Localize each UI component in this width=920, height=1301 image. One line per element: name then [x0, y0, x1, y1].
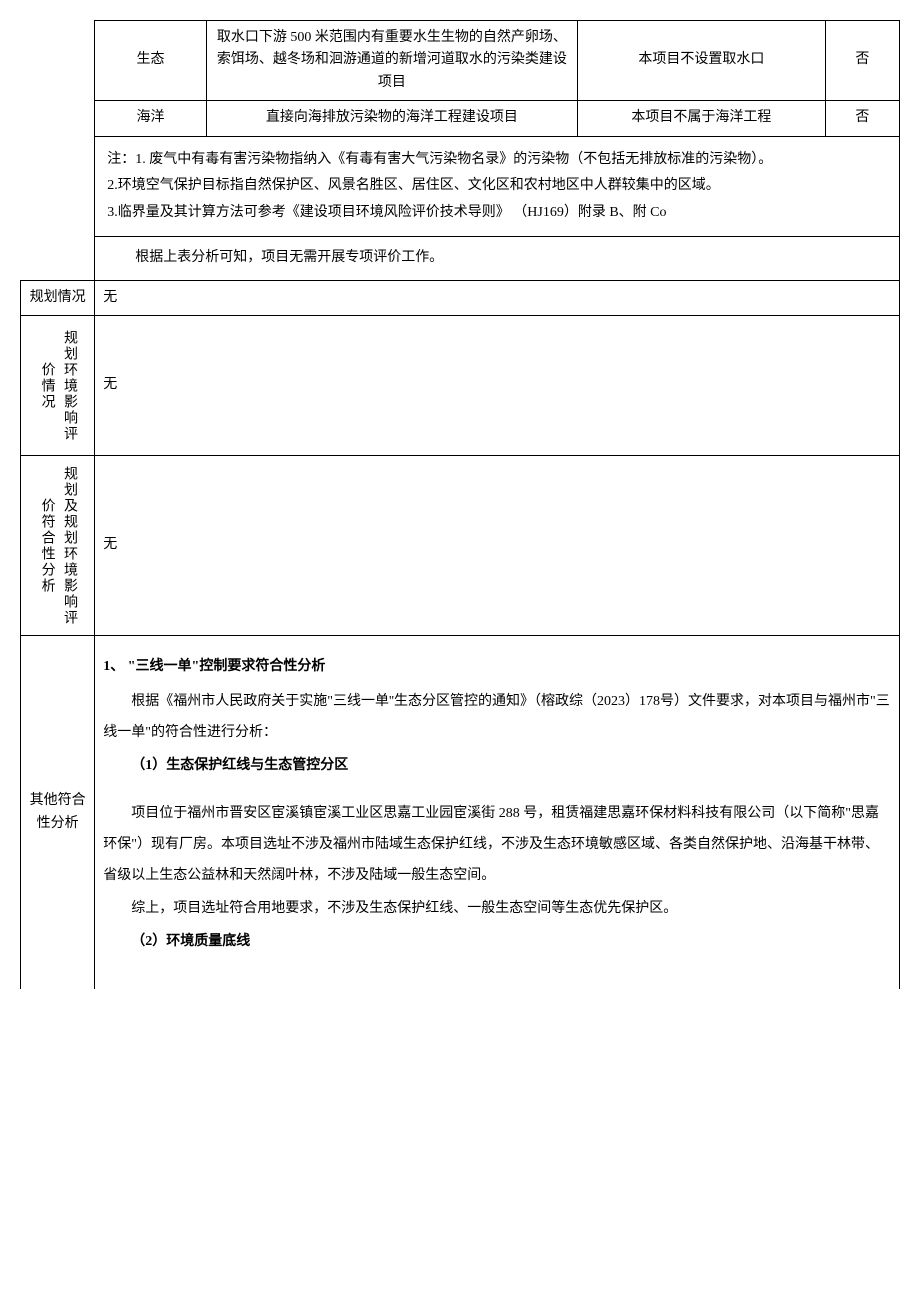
blank-cell	[21, 101, 95, 136]
cell-category: 海洋	[95, 101, 206, 136]
sub-heading: （2）环境质量底线	[103, 927, 891, 958]
other-label: 其他符合性分析	[21, 636, 95, 990]
compliance-label: 规划及规划环境影响评价符合性分析	[21, 456, 95, 636]
cell-category: 生态	[95, 21, 206, 101]
cell-condition: 取水口下游 500 米范围内有重要水生生物的自然产卵场、索饵场、越冬场和洄游通道…	[206, 21, 577, 101]
planning-row: 规划情况 无	[21, 280, 900, 315]
document-table: 生态 取水口下游 500 米范围内有重要水生生物的自然产卵场、索饵场、越冬场和洄…	[20, 20, 900, 989]
paragraph: 项目位于福州市晋安区宦溪镇宦溪工业区思嘉工业园宦溪街 288 号，租赁福建思嘉环…	[103, 799, 891, 891]
blank-cell	[21, 237, 95, 280]
notes-row: 注：1. 废气中有毒有害污染物指纳入《有毒有害大气污染物名录》的污染物（不包括无…	[21, 136, 900, 237]
paragraph: 综上，项目选址符合用地要求，不涉及生态保护红线、一般生态空间等生态优先保护区。	[103, 894, 891, 925]
blank-cell	[21, 21, 95, 101]
paragraph: 根据《福州市人民政府关于实施"三线一单''生态分区管控的通知》（榕政综（2023…	[103, 687, 891, 749]
note-line: 2.环境空气保护目标指自然保护区、风景名胜区、居住区、文化区和农村地区中人群较集…	[107, 173, 887, 200]
table-row: 海洋 直接向海排放污染物的海洋工程建设项目 本项目不属于海洋工程 否	[21, 101, 900, 136]
cell-status: 本项目不属于海洋工程	[578, 101, 826, 136]
section-heading: 1、 "三线一单"控制要求符合性分析	[103, 652, 891, 683]
eia-value: 无	[95, 316, 900, 456]
conclusion-row: 根据上表分析可知，项目无需开展专项评价工作。	[21, 237, 900, 280]
cell-result: 否	[825, 21, 899, 101]
note-line: 注：1. 废气中有毒有害污染物指纳入《有毒有害大气污染物名录》的污染物（不包括无…	[107, 147, 887, 174]
planning-value: 无	[95, 280, 900, 315]
compliance-row: 规划及规划环境影响评价符合性分析 无	[21, 456, 900, 636]
conclusion-text: 根据上表分析可知，项目无需开展专项评价工作。	[135, 250, 443, 265]
other-row: 其他符合性分析 1、 "三线一单"控制要求符合性分析 根据《福州市人民政府关于实…	[21, 636, 900, 990]
cell-result: 否	[825, 101, 899, 136]
sub-heading: （1）生态保护红线与生态管控分区	[103, 751, 891, 782]
other-content: 1、 "三线一单"控制要求符合性分析 根据《福州市人民政府关于实施"三线一单''…	[95, 636, 900, 990]
cell-status: 本项目不设置取水口	[578, 21, 826, 101]
eia-label: 规划环境影响评价情况	[21, 316, 95, 456]
notes-cell: 注：1. 废气中有毒有害污染物指纳入《有毒有害大气污染物名录》的污染物（不包括无…	[95, 136, 900, 237]
cell-condition: 直接向海排放污染物的海洋工程建设项目	[206, 101, 577, 136]
planning-label: 规划情况	[21, 280, 95, 315]
blank-cell	[21, 136, 95, 237]
compliance-value: 无	[95, 456, 900, 636]
note-line: 3.临界量及其计算方法可参考《建设项目环境风险评价技术导则》 （HJ169）附录…	[107, 200, 887, 227]
eia-row: 规划环境影响评价情况 无	[21, 316, 900, 456]
conclusion-cell: 根据上表分析可知，项目无需开展专项评价工作。	[95, 237, 900, 280]
table-row: 生态 取水口下游 500 米范围内有重要水生生物的自然产卵场、索饵场、越冬场和洄…	[21, 21, 900, 101]
